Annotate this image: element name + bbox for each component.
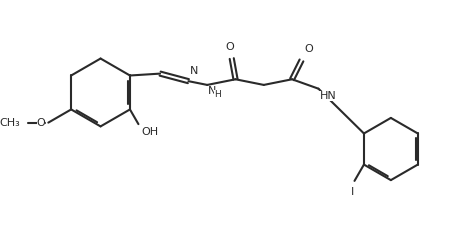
Text: O: O	[37, 118, 45, 128]
Text: CH₃: CH₃	[0, 118, 20, 128]
Text: OH: OH	[141, 127, 158, 137]
Text: I: I	[351, 188, 354, 198]
Text: O: O	[225, 42, 234, 52]
Text: O: O	[304, 44, 313, 54]
Text: HN: HN	[319, 91, 336, 101]
Text: H: H	[214, 90, 220, 99]
Text: N: N	[190, 66, 199, 76]
Text: N: N	[208, 86, 217, 96]
